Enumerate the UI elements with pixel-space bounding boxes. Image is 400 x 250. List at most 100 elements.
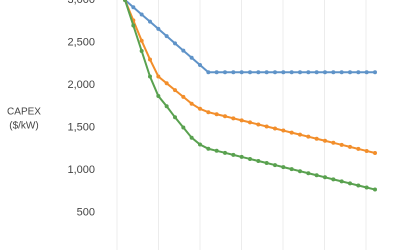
data-point [173,41,177,46]
data-point [206,110,211,115]
data-point [214,70,219,75]
data-point [223,70,227,75]
data-point [231,152,236,157]
y-tick-label: 2,000 [67,79,95,91]
data-point [198,106,202,111]
data-point [256,70,261,75]
y-axis-label: ($/kW) [9,121,38,132]
data-point [214,148,219,153]
data-point [231,70,236,75]
data-point [314,136,319,141]
series-line [124,0,375,74]
data-point [256,122,261,127]
data-point [131,5,136,10]
data-point [306,171,311,176]
data-point [348,70,352,75]
y-tick-label: 1,000 [67,164,95,176]
data-point [306,134,311,139]
data-point [323,70,327,75]
data-point [273,70,277,75]
data-point [348,181,352,186]
data-point [198,63,202,68]
data-point [331,177,336,182]
data-point [289,70,294,75]
data-point [273,163,277,168]
data-point [139,12,144,17]
vertical-grid [116,0,367,250]
series-line [124,0,376,191]
y-tick-label: 0 [89,249,95,250]
data-point [181,94,186,99]
data-point [189,55,194,60]
data-point [289,130,294,135]
data-point [173,115,177,120]
data-point [356,146,361,151]
data-point [281,165,286,170]
data-point [164,81,169,86]
data-point [364,70,369,75]
data-point [148,19,152,24]
data-point [331,140,336,145]
data-point [348,144,352,149]
y-tick-label: 500 [77,206,95,218]
data-point [306,70,311,75]
data-point [206,146,211,151]
data-point [364,185,369,190]
data-point [223,150,227,155]
data-point [356,183,361,188]
data-point [373,70,377,75]
data-point [189,135,194,140]
data-point [314,70,319,75]
data-point [139,49,144,53]
data-point [339,179,344,184]
data-point [214,112,219,117]
data-point [148,57,152,62]
data-point [298,70,302,75]
data-point [331,70,336,75]
y-tick-label: 1,500 [67,121,95,133]
data-point [281,128,286,133]
data-point [264,70,269,75]
y-axis-label: CAPEX [7,107,41,118]
data-point [339,142,344,147]
data-point [156,74,161,79]
data-point [148,74,152,79]
data-point [123,0,127,2]
data-point [298,169,302,174]
data-point [264,124,269,129]
data-point [139,38,144,43]
data-point [173,88,177,93]
data-point [373,187,377,192]
data-point [131,23,136,28]
data-point [264,161,269,166]
data-point [181,48,186,53]
data-point [248,156,252,161]
y-tick-label: 3,000 [67,0,95,6]
data-point [198,142,202,147]
data-point [164,34,169,39]
data-point [356,70,361,75]
data-point [314,173,319,178]
data-point [248,120,252,125]
data-point [239,118,244,123]
data-point [231,116,236,121]
data-point [181,125,186,130]
data-point [206,70,211,75]
data-point [273,126,277,131]
data-point [323,138,327,143]
data-point [189,101,194,106]
data-point [289,167,294,172]
data-point [239,154,244,159]
data-point [364,148,369,153]
data-point [223,114,227,119]
data-point [156,26,161,31]
data-point [239,70,244,75]
data-point [248,70,252,75]
data-point [281,70,286,75]
y-tick-label: 2,500 [67,36,95,48]
data-point [339,70,344,75]
data-point [256,158,261,163]
data-point [156,94,161,99]
data-point [323,175,327,180]
